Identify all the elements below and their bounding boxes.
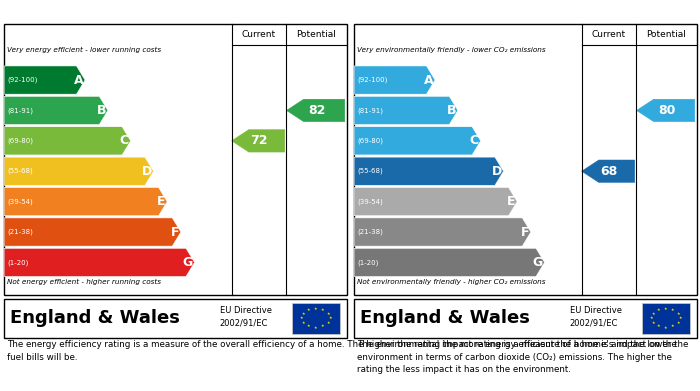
Text: The environmental impact rating is a measure of a home's impact on the environme: The environmental impact rating is a mea… — [357, 341, 677, 374]
Text: 82: 82 — [308, 104, 326, 117]
Text: (92-100): (92-100) — [357, 77, 387, 83]
Text: Not environmentally friendly - higher CO₂ emissions: Not environmentally friendly - higher CO… — [357, 279, 545, 285]
Text: EU Directive
2002/91/EC: EU Directive 2002/91/EC — [570, 306, 622, 327]
Text: EU Directive
2002/91/EC: EU Directive 2002/91/EC — [220, 306, 272, 327]
Polygon shape — [354, 66, 435, 94]
Text: (55-68): (55-68) — [357, 168, 383, 174]
Text: ★: ★ — [657, 308, 660, 312]
Text: ★: ★ — [328, 316, 332, 320]
Text: ★: ★ — [652, 321, 655, 325]
Text: C: C — [470, 135, 479, 147]
Text: G: G — [183, 256, 193, 269]
Text: ★: ★ — [664, 307, 667, 311]
Text: D: D — [491, 165, 502, 178]
Text: (55-68): (55-68) — [7, 168, 33, 174]
Text: 80: 80 — [658, 104, 676, 117]
Text: Energy Efficiency Rating: Energy Efficiency Rating — [8, 5, 171, 19]
Text: (81-91): (81-91) — [357, 107, 383, 114]
Text: ★: ★ — [671, 308, 675, 312]
Text: F: F — [521, 226, 529, 239]
Text: (1-20): (1-20) — [357, 259, 378, 265]
Text: A: A — [74, 74, 83, 86]
Text: Potential: Potential — [647, 30, 687, 39]
Polygon shape — [4, 188, 167, 216]
Text: ★: ★ — [307, 308, 310, 312]
Text: (39-54): (39-54) — [7, 198, 33, 205]
Text: B: B — [447, 104, 456, 117]
Polygon shape — [4, 66, 85, 94]
Text: E: E — [157, 195, 165, 208]
Text: ★: ★ — [671, 325, 675, 328]
FancyBboxPatch shape — [292, 303, 340, 334]
Text: C: C — [120, 135, 129, 147]
Text: ★: ★ — [302, 321, 305, 325]
Text: (69-80): (69-80) — [357, 138, 383, 144]
Text: Current: Current — [242, 30, 276, 39]
Text: ★: ★ — [314, 307, 317, 311]
Polygon shape — [354, 127, 481, 155]
Text: Very energy efficient - lower running costs: Very energy efficient - lower running co… — [7, 47, 161, 53]
Text: ★: ★ — [664, 326, 667, 330]
Text: D: D — [141, 165, 152, 178]
Text: ★: ★ — [302, 312, 305, 316]
Text: England & Wales: England & Wales — [10, 309, 180, 327]
Text: Current: Current — [592, 30, 626, 39]
Polygon shape — [354, 248, 545, 276]
Polygon shape — [354, 96, 458, 125]
Text: 68: 68 — [601, 165, 617, 178]
Text: ★: ★ — [676, 321, 680, 325]
Text: 72: 72 — [251, 135, 268, 147]
Text: Environmental Impact (CO₂) Rating: Environmental Impact (CO₂) Rating — [358, 5, 591, 19]
Text: ★: ★ — [300, 316, 303, 320]
Polygon shape — [4, 127, 131, 155]
Text: ★: ★ — [650, 316, 653, 320]
Text: F: F — [171, 226, 179, 239]
Polygon shape — [582, 160, 635, 183]
Text: ★: ★ — [676, 312, 680, 316]
Text: (92-100): (92-100) — [7, 77, 37, 83]
Text: ★: ★ — [314, 326, 317, 330]
Polygon shape — [636, 99, 695, 122]
Text: B: B — [97, 104, 106, 117]
Text: ★: ★ — [657, 325, 660, 328]
Polygon shape — [4, 157, 153, 185]
Text: Very environmentally friendly - lower CO₂ emissions: Very environmentally friendly - lower CO… — [357, 47, 545, 53]
Text: The energy efficiency rating is a measure of the overall efficiency of a home. T: The energy efficiency rating is a measur… — [7, 341, 688, 362]
Polygon shape — [286, 99, 345, 122]
Text: (21-38): (21-38) — [357, 229, 383, 235]
Text: ★: ★ — [321, 308, 325, 312]
Text: (1-20): (1-20) — [7, 259, 28, 265]
Polygon shape — [354, 188, 517, 216]
Text: (39-54): (39-54) — [357, 198, 383, 205]
Text: Potential: Potential — [297, 30, 337, 39]
Text: ★: ★ — [326, 321, 330, 325]
Text: (69-80): (69-80) — [7, 138, 33, 144]
Text: (21-38): (21-38) — [7, 229, 33, 235]
Text: G: G — [533, 256, 542, 269]
Polygon shape — [4, 218, 181, 246]
Text: ★: ★ — [678, 316, 682, 320]
Polygon shape — [354, 218, 531, 246]
Text: E: E — [507, 195, 515, 208]
Text: ★: ★ — [321, 325, 325, 328]
Text: Not energy efficient - higher running costs: Not energy efficient - higher running co… — [7, 279, 161, 285]
Text: England & Wales: England & Wales — [360, 309, 530, 327]
FancyBboxPatch shape — [642, 303, 690, 334]
Text: ★: ★ — [652, 312, 655, 316]
Text: ★: ★ — [307, 325, 310, 328]
Polygon shape — [354, 157, 503, 185]
Text: A: A — [424, 74, 433, 86]
Polygon shape — [4, 96, 108, 125]
Polygon shape — [232, 129, 285, 152]
Text: ★: ★ — [326, 312, 330, 316]
Polygon shape — [4, 248, 195, 276]
Text: (81-91): (81-91) — [7, 107, 33, 114]
